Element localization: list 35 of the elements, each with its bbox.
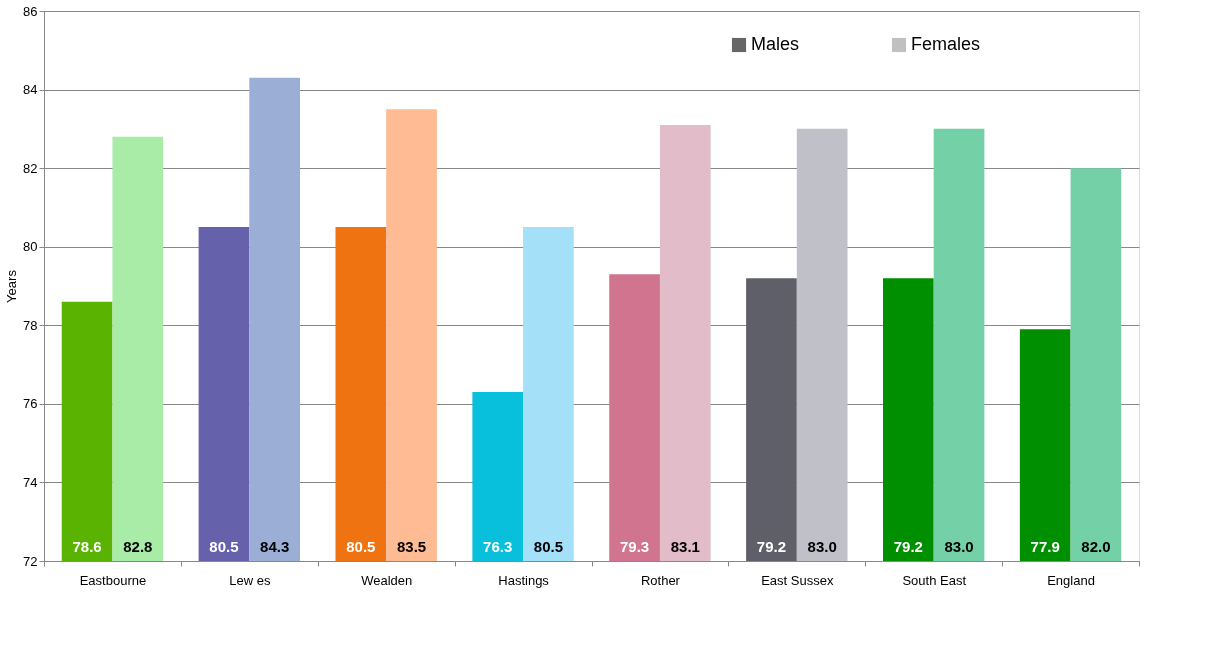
y-tick-label: 76 bbox=[23, 396, 38, 412]
data-label: 76.3 bbox=[483, 538, 513, 555]
y-axis-title: Years bbox=[4, 269, 20, 303]
legend-label: Females bbox=[911, 34, 981, 54]
x-tick-label: Wealden bbox=[361, 572, 413, 588]
x-tick-label: East Sussex bbox=[761, 572, 834, 588]
data-label: 80.5 bbox=[209, 538, 239, 555]
data-label: 82.0 bbox=[1081, 538, 1111, 555]
y-tick-label: 82 bbox=[23, 160, 38, 176]
data-label: 79.2 bbox=[893, 538, 923, 555]
data-label: 83.0 bbox=[807, 538, 837, 555]
y-tick-label: 84 bbox=[23, 82, 38, 98]
x-tick-label: Eastbourne bbox=[79, 572, 147, 588]
x-tick-label: Lew es bbox=[229, 572, 271, 588]
data-label: 77.9 bbox=[1030, 538, 1060, 555]
data-label: 80.5 bbox=[533, 538, 564, 555]
data-label: 82.8 bbox=[123, 538, 153, 555]
y-tick-label: 72 bbox=[23, 553, 38, 569]
x-tick-label: Hastings bbox=[498, 572, 550, 588]
data-label: 84.3 bbox=[260, 538, 290, 555]
data-label: 79.2 bbox=[756, 538, 787, 555]
data-label: 83.0 bbox=[944, 538, 974, 555]
x-tick-label: Rother bbox=[640, 572, 681, 588]
x-tick-label: South East bbox=[902, 572, 967, 588]
y-tick-label: 78 bbox=[23, 317, 38, 333]
x-tick-label: England bbox=[1047, 572, 1095, 588]
y-tick-label: 74 bbox=[23, 474, 38, 490]
data-label: 79.3 bbox=[619, 538, 650, 555]
data-label: 83.1 bbox=[670, 538, 700, 555]
legend-label: Males bbox=[751, 34, 800, 54]
data-label: 78.6 bbox=[72, 538, 102, 555]
y-tick-label: 86 bbox=[23, 3, 38, 19]
data-label: 83.5 bbox=[396, 538, 427, 555]
y-tick-label: 80 bbox=[23, 239, 38, 255]
data-label: 80.5 bbox=[346, 538, 376, 555]
